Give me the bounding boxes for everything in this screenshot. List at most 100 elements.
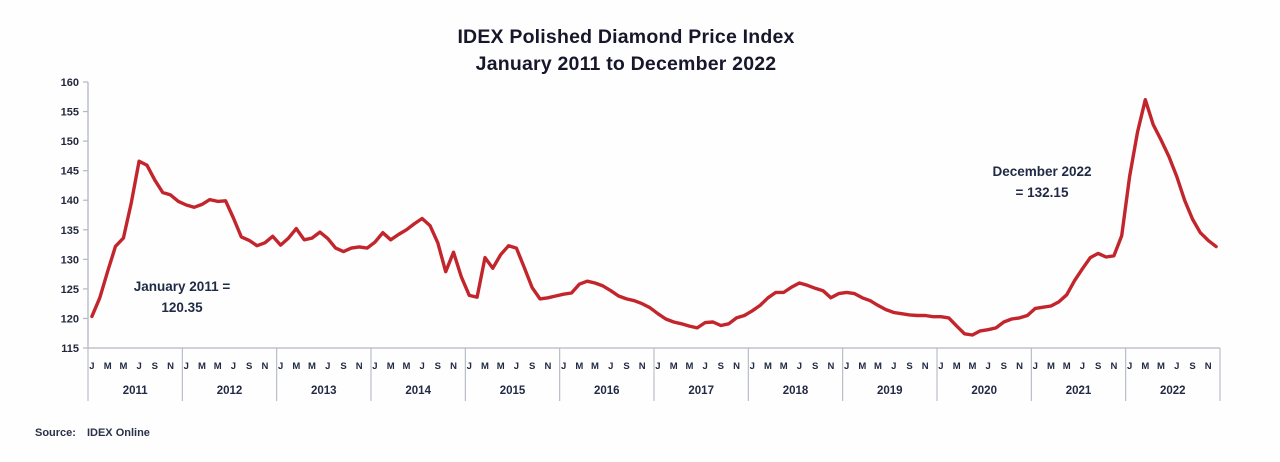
source-value: IDEX Online — [86, 427, 150, 439]
month-label: S — [435, 361, 441, 372]
month-label: S — [529, 361, 535, 372]
year-label: 2012 — [217, 385, 243, 397]
y-tick-label: 125 — [61, 284, 79, 296]
year-label: 2011 — [123, 385, 149, 397]
month-label: M — [308, 361, 316, 372]
month-label: S — [152, 361, 158, 372]
month-label: M — [481, 361, 489, 372]
month-label: M — [387, 361, 395, 372]
month-label: M — [764, 361, 772, 372]
month-label: J — [1174, 361, 1179, 372]
month-label: S — [1095, 361, 1101, 372]
month-label: M — [497, 361, 505, 372]
month-label: J — [419, 361, 424, 372]
month-label: N — [922, 361, 929, 372]
annotation-december-2022: December 2022 = 132.15 — [992, 161, 1091, 203]
month-label: J — [1080, 361, 1085, 372]
month-label: M — [119, 361, 127, 372]
month-label: S — [812, 361, 818, 372]
price-line — [90, 98, 1218, 337]
month-label: M — [780, 361, 788, 372]
year-label: 2016 — [594, 385, 620, 397]
annotation-december-2022-value: = 132.15 — [1015, 185, 1069, 200]
month-label: M — [402, 361, 410, 372]
source-note: Source: IDEX Online — [35, 427, 150, 439]
annotation-december-2022-label: December 2022 — [992, 164, 1092, 179]
month-label: J — [231, 361, 236, 372]
y-tick-label: 140 — [61, 195, 79, 207]
month-label: J — [750, 361, 755, 372]
y-tick-label: 115 — [61, 343, 79, 355]
year-label: 2020 — [971, 385, 997, 397]
month-label: J — [891, 361, 896, 372]
month-label: J — [278, 361, 283, 372]
month-label: M — [198, 361, 206, 372]
month-label: J — [184, 361, 189, 372]
month-label: M — [575, 361, 583, 372]
month-label: M — [104, 361, 112, 372]
month-label: N — [450, 361, 457, 372]
month-label: S — [340, 361, 346, 372]
month-label: J — [702, 361, 707, 372]
month-label: S — [718, 361, 724, 372]
month-label: S — [1001, 361, 1007, 372]
month-label: M — [953, 361, 961, 372]
month-label: M — [214, 361, 222, 372]
year-label: 2019 — [877, 385, 903, 397]
y-tick-label: 135 — [61, 225, 79, 237]
y-tick-label: 145 — [61, 166, 79, 178]
month-label: N — [167, 361, 174, 372]
month-label: M — [591, 361, 599, 372]
annotation-january-2011-label: January 2011 = — [133, 279, 231, 294]
month-label: J — [514, 361, 519, 372]
month-label: N — [1016, 361, 1023, 372]
month-label: J — [844, 361, 849, 372]
month-label: J — [1127, 361, 1132, 372]
month-label: J — [561, 361, 566, 372]
month-label: J — [655, 361, 660, 372]
month-label: J — [136, 361, 141, 372]
month-label: J — [985, 361, 990, 372]
chart-title-line1: IDEX Polished Diamond Price Index — [457, 26, 795, 48]
chart-title-line2: January 2011 to December 2022 — [475, 53, 777, 75]
year-label: 2021 — [1066, 385, 1092, 397]
month-label: M — [858, 361, 866, 372]
year-label: 2015 — [500, 385, 526, 397]
year-label: 2017 — [688, 385, 714, 397]
month-label: J — [608, 361, 613, 372]
month-label: N — [356, 361, 363, 372]
month-label: M — [1141, 361, 1149, 372]
month-label: M — [1157, 361, 1165, 372]
month-label: S — [906, 361, 912, 372]
month-label: S — [623, 361, 629, 372]
month-label: M — [1063, 361, 1071, 372]
year-label: 2013 — [311, 385, 337, 397]
month-label: M — [685, 361, 693, 372]
month-label: M — [670, 361, 678, 372]
month-label: J — [325, 361, 330, 372]
month-label: J — [467, 361, 472, 372]
month-label: N — [261, 361, 268, 372]
year-label: 2022 — [1160, 385, 1186, 397]
y-tick-label: 160 — [61, 77, 79, 89]
month-label: N — [1110, 361, 1117, 372]
source-label: Source: — [35, 427, 76, 439]
month-label: S — [1189, 361, 1195, 372]
month-label: N — [1205, 361, 1212, 372]
month-label: S — [246, 361, 252, 372]
month-label: M — [292, 361, 300, 372]
month-label: N — [733, 361, 740, 372]
month-label: M — [1047, 361, 1055, 372]
month-label: J — [372, 361, 377, 372]
month-label: N — [544, 361, 551, 372]
annotation-january-2011: January 2011 = 120.35 — [134, 276, 230, 318]
year-label: 2014 — [405, 385, 431, 397]
y-tick-label: 155 — [61, 107, 79, 119]
month-label: N — [639, 361, 646, 372]
y-tick-label: 150 — [61, 136, 79, 148]
y-tick-label: 120 — [61, 313, 79, 325]
month-label: J — [1033, 361, 1038, 372]
month-label: J — [938, 361, 943, 372]
